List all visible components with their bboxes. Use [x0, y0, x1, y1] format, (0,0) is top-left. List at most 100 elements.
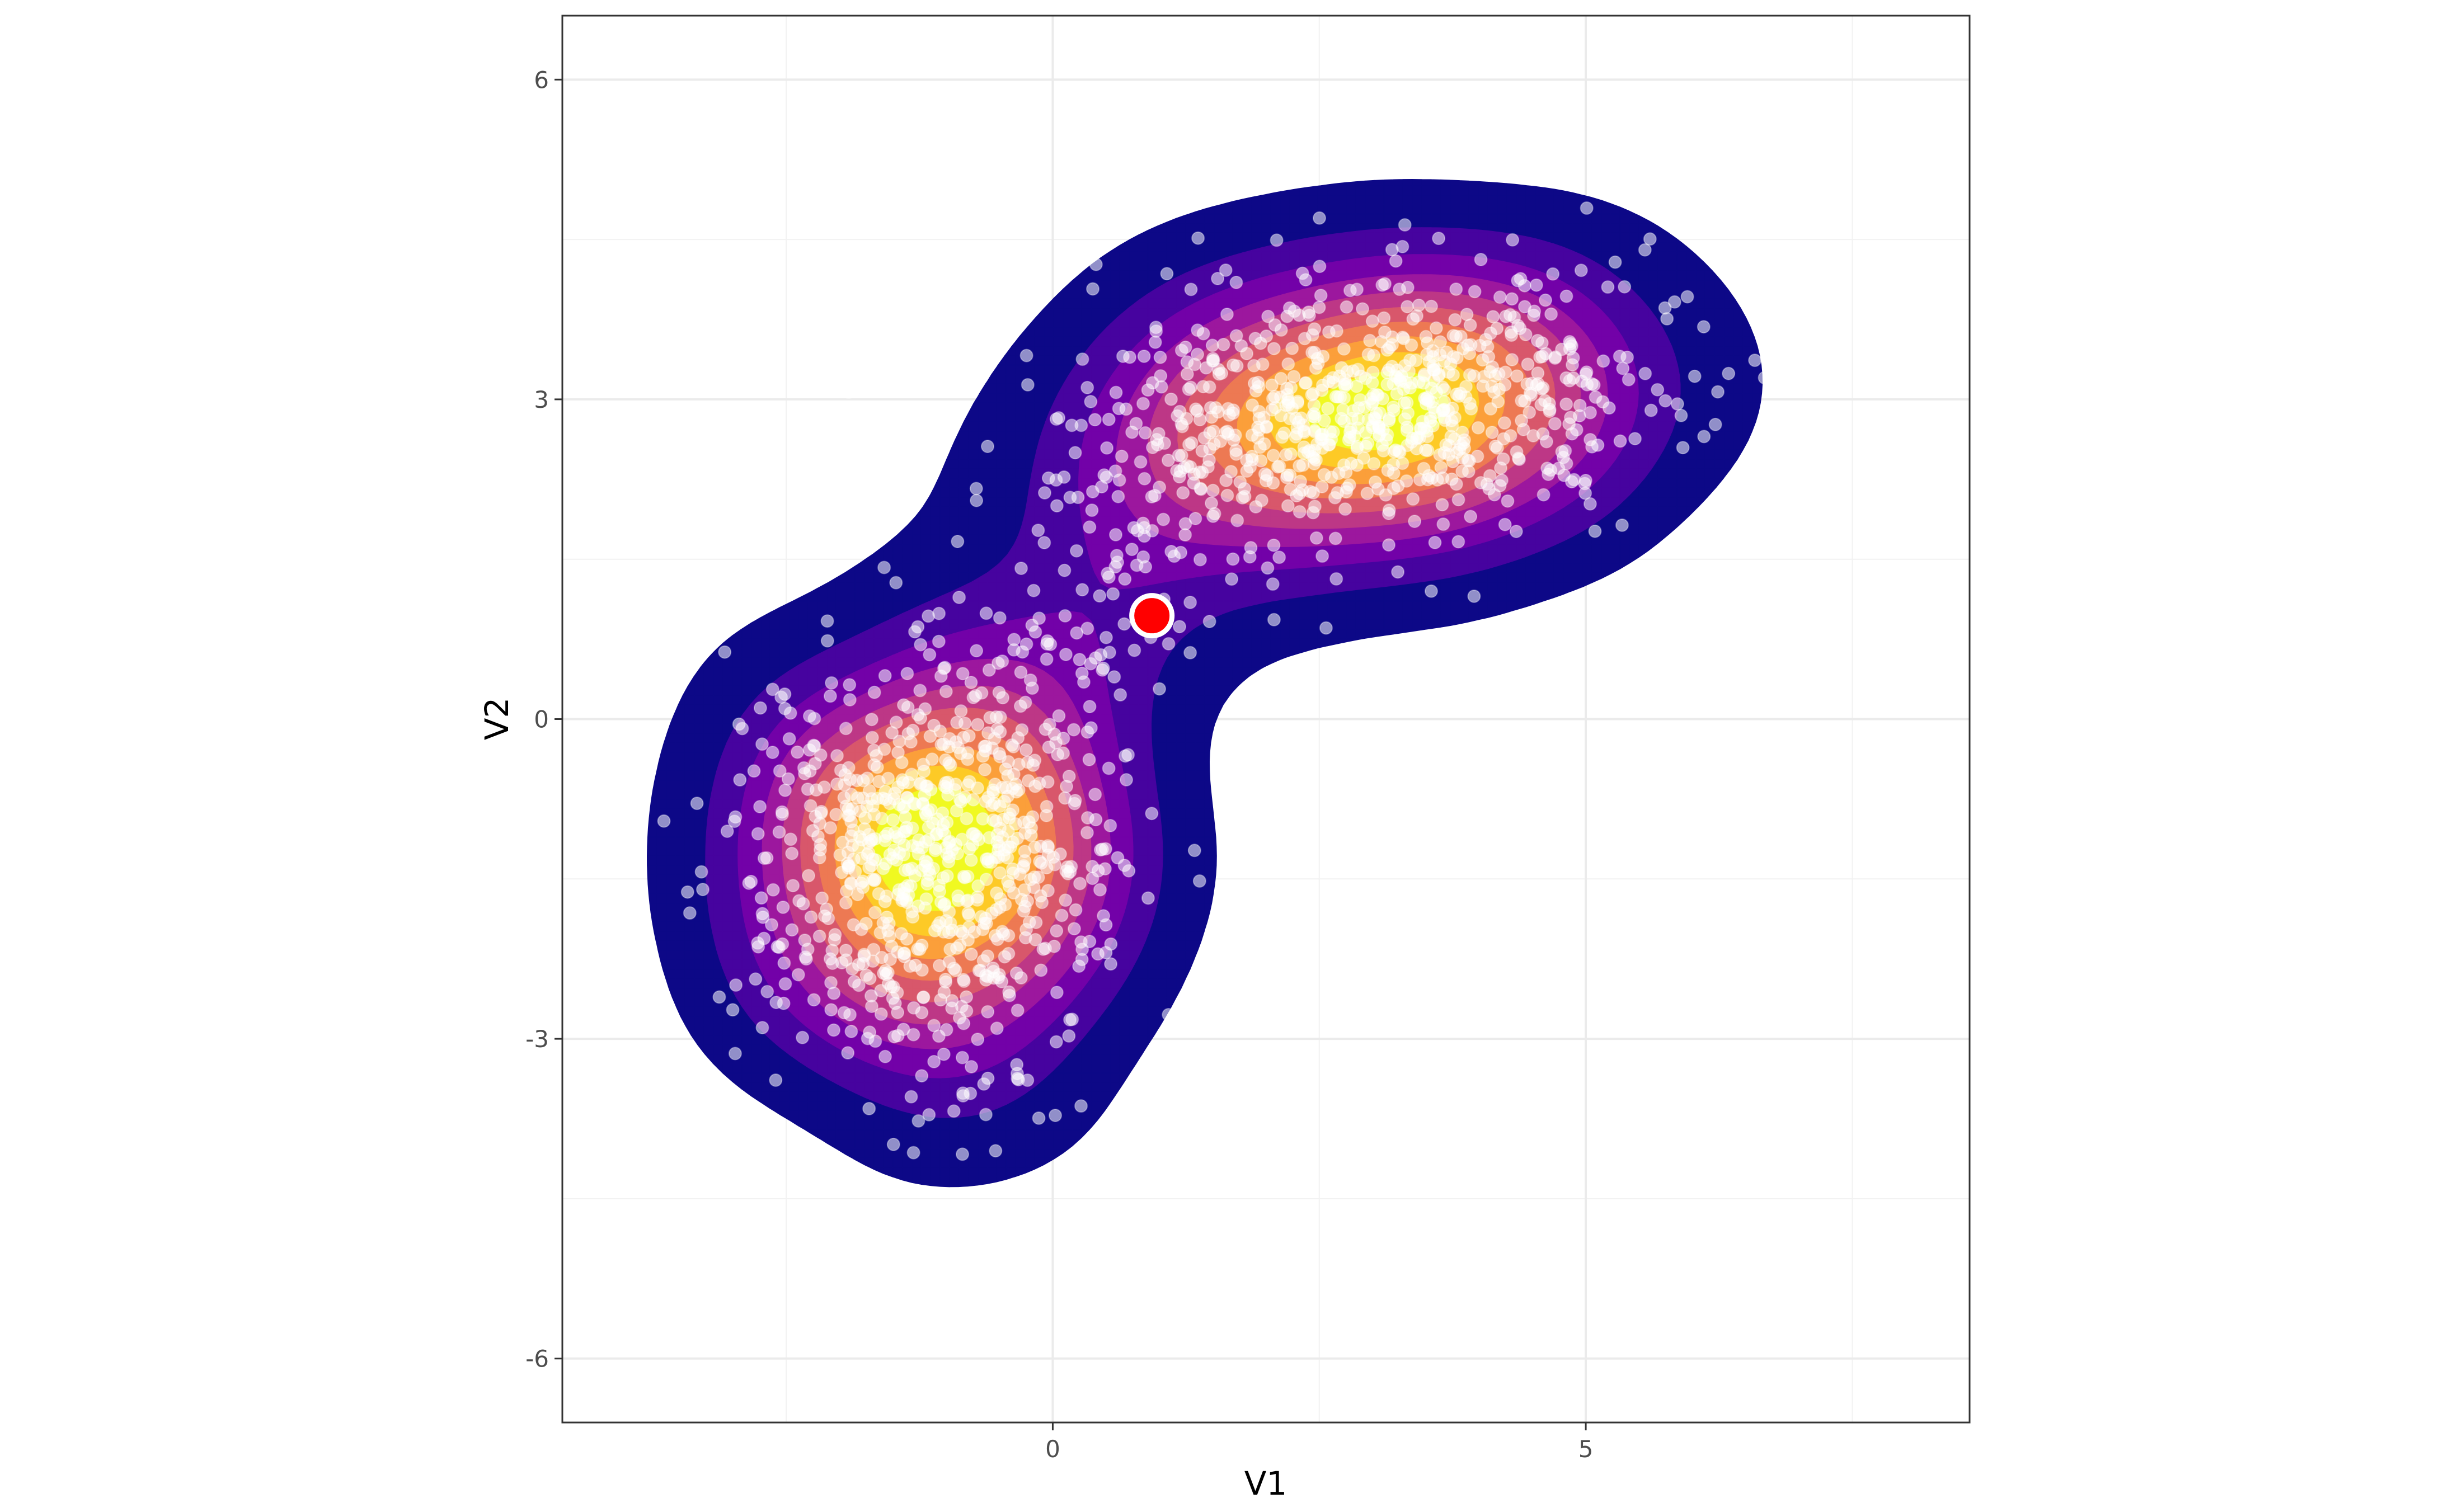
- data-point: [753, 701, 767, 715]
- data-point: [915, 1069, 929, 1083]
- data-point: [1578, 474, 1592, 487]
- data-point: [900, 667, 914, 681]
- data-point: [1063, 1013, 1077, 1026]
- data-point: [1377, 311, 1391, 325]
- data-point: [875, 812, 889, 826]
- data-point: [888, 996, 902, 1010]
- data-point: [1308, 322, 1322, 336]
- data-point: [1473, 338, 1487, 352]
- data-point: [1697, 320, 1711, 334]
- data-point: [981, 440, 994, 453]
- data-point: [830, 749, 844, 762]
- data-point: [766, 883, 780, 897]
- data-point: [1111, 489, 1125, 503]
- data-point: [1352, 401, 1366, 415]
- data-point: [979, 873, 993, 887]
- data-point: [889, 715, 903, 729]
- data-point: [1021, 378, 1035, 392]
- data-point: [1467, 589, 1481, 603]
- data-point: [1268, 389, 1281, 403]
- data-point: [1285, 341, 1299, 355]
- data-point: [1389, 254, 1403, 268]
- data-point: [904, 879, 918, 893]
- data-point: [1293, 505, 1307, 519]
- data-point: [918, 901, 932, 915]
- data-point: [1180, 355, 1194, 369]
- data-point: [777, 996, 791, 1010]
- data-point: [1051, 748, 1065, 761]
- data-point: [1086, 872, 1100, 885]
- data-point: [1670, 397, 1684, 411]
- data-point: [1385, 243, 1399, 257]
- data-point: [978, 739, 992, 753]
- data-point: [1401, 280, 1415, 294]
- data-point: [1032, 776, 1046, 790]
- data-point: [847, 974, 861, 988]
- data-point: [1202, 615, 1216, 628]
- data-point: [814, 748, 828, 762]
- data-point: [901, 700, 915, 714]
- data-point: [947, 1104, 961, 1118]
- data-point: [1173, 620, 1186, 634]
- data-point: [755, 1021, 769, 1035]
- data-point: [1107, 670, 1121, 684]
- data-point: [1202, 380, 1216, 394]
- data-point: [1229, 275, 1243, 289]
- data-point: [1333, 390, 1347, 404]
- data-point: [1062, 1029, 1076, 1043]
- data-point: [851, 791, 864, 805]
- data-point: [964, 947, 978, 961]
- data-point: [876, 861, 890, 875]
- data-point: [1572, 409, 1586, 423]
- data-point: [1225, 572, 1239, 586]
- data-point: [1023, 873, 1037, 887]
- data-point: [1406, 312, 1420, 326]
- data-point: [923, 454, 937, 468]
- data-point: [989, 903, 1003, 917]
- data-point: [1267, 613, 1281, 627]
- data-point: [1768, 269, 1782, 282]
- data-point: [1104, 957, 1118, 971]
- data-point: [1601, 280, 1615, 294]
- data-point: [1088, 651, 1102, 665]
- data-point: [1192, 874, 1206, 888]
- data-point: [1087, 1141, 1101, 1155]
- data-point: [1134, 455, 1148, 469]
- data-point: [1074, 1099, 1088, 1113]
- data-point: [1083, 935, 1097, 948]
- data-point: [1003, 988, 1016, 1002]
- data-point: [1314, 289, 1328, 303]
- data-point: [801, 782, 815, 796]
- data-point: [698, 622, 712, 636]
- data-point: [1005, 835, 1019, 849]
- data-point: [1178, 528, 1192, 542]
- data-point: [1618, 280, 1632, 294]
- data-point: [934, 993, 948, 1007]
- data-point: [1191, 347, 1204, 361]
- data-point: [1243, 460, 1257, 474]
- data-point: [773, 764, 787, 778]
- data-point: [1039, 941, 1052, 955]
- data-point: [798, 766, 812, 780]
- data-point: [1180, 367, 1194, 381]
- data-point: [696, 883, 710, 897]
- data-point: [1315, 383, 1329, 397]
- data-point: [885, 939, 899, 953]
- data-point: [812, 929, 826, 943]
- data-point: [1451, 493, 1465, 507]
- data-point: [912, 833, 926, 847]
- data-point: [955, 832, 969, 846]
- data-point: [1505, 328, 1519, 342]
- data-point: [1539, 293, 1552, 307]
- data-point: [1233, 475, 1247, 489]
- data-point: [1174, 417, 1188, 431]
- data-point: [1459, 380, 1473, 394]
- data-point: [804, 910, 818, 924]
- data-point: [1484, 402, 1497, 416]
- data-point: [930, 827, 944, 841]
- data-point: [1162, 637, 1176, 651]
- data-point: [1011, 1067, 1024, 1081]
- data-point: [733, 773, 747, 787]
- data-point: [1187, 844, 1201, 858]
- data-point: [841, 1046, 855, 1060]
